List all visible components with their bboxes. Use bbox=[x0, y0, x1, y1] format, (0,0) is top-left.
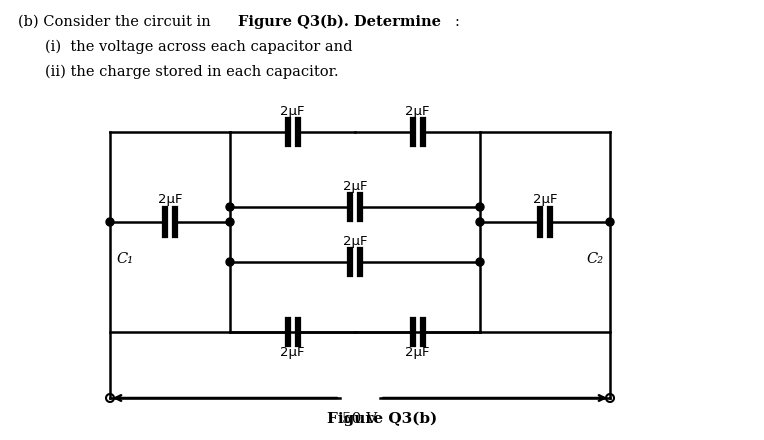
Text: (b) Consider the circuit in: (b) Consider the circuit in bbox=[18, 15, 215, 29]
Circle shape bbox=[606, 394, 614, 402]
Text: :: : bbox=[455, 15, 460, 29]
Circle shape bbox=[476, 218, 484, 226]
Text: 2μF: 2μF bbox=[280, 105, 305, 118]
Circle shape bbox=[106, 218, 114, 226]
Text: (ii) the charge stored in each capacitor.: (ii) the charge stored in each capacitor… bbox=[45, 65, 338, 79]
Text: 2μF: 2μF bbox=[405, 105, 429, 118]
Circle shape bbox=[106, 394, 114, 402]
Text: C₂: C₂ bbox=[587, 252, 604, 266]
Circle shape bbox=[226, 258, 234, 266]
Circle shape bbox=[476, 203, 484, 211]
Text: 2μF: 2μF bbox=[157, 193, 183, 206]
Text: Figure Q3(b). Determine: Figure Q3(b). Determine bbox=[238, 15, 441, 29]
Circle shape bbox=[476, 258, 484, 266]
Text: 2μF: 2μF bbox=[280, 346, 305, 359]
Text: Figure Q3(b): Figure Q3(b) bbox=[327, 411, 437, 426]
Text: 50 V: 50 V bbox=[342, 412, 377, 426]
Text: (i)  the voltage across each capacitor and: (i) the voltage across each capacitor an… bbox=[45, 40, 352, 54]
Circle shape bbox=[226, 203, 234, 211]
Text: 2μF: 2μF bbox=[533, 193, 557, 206]
Text: C₁: C₁ bbox=[116, 252, 133, 266]
Circle shape bbox=[606, 218, 614, 226]
Text: 2μF: 2μF bbox=[405, 346, 429, 359]
Text: 2μF: 2μF bbox=[343, 235, 367, 248]
Text: 2μF: 2μF bbox=[343, 180, 367, 193]
Circle shape bbox=[226, 218, 234, 226]
